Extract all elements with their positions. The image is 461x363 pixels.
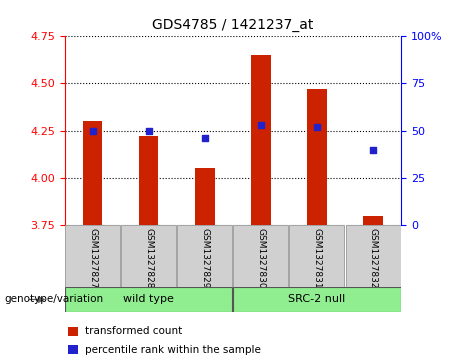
Point	[257, 122, 265, 128]
Bar	[290, 225, 344, 287]
Text: GSM1327831: GSM1327831	[313, 228, 321, 289]
Bar	[65, 225, 120, 287]
Bar	[233, 225, 288, 287]
Point	[89, 128, 96, 134]
Point	[201, 135, 208, 141]
Bar	[83, 121, 102, 225]
Text: percentile rank within the sample: percentile rank within the sample	[85, 344, 260, 355]
Bar	[68, 345, 78, 354]
Text: GSM1327830: GSM1327830	[256, 228, 266, 289]
Bar	[233, 287, 401, 312]
Text: GSM1327832: GSM1327832	[368, 228, 378, 289]
Title: GDS4785 / 1421237_at: GDS4785 / 1421237_at	[152, 19, 313, 33]
Point	[313, 124, 321, 130]
Bar	[65, 287, 232, 312]
Bar	[139, 136, 159, 225]
Bar	[346, 225, 401, 287]
Bar	[177, 225, 232, 287]
Bar	[195, 168, 214, 225]
Text: wild type: wild type	[123, 294, 174, 305]
Text: SRC-2 null: SRC-2 null	[288, 294, 346, 305]
Text: GSM1327829: GSM1327829	[200, 228, 209, 289]
Point	[145, 128, 152, 134]
Bar	[251, 55, 271, 225]
Bar	[307, 89, 327, 225]
Bar	[121, 225, 176, 287]
Text: genotype/variation: genotype/variation	[5, 294, 104, 305]
Text: transformed count: transformed count	[85, 326, 182, 337]
Bar	[68, 327, 78, 336]
Bar	[363, 216, 383, 225]
Text: GSM1327827: GSM1327827	[88, 228, 97, 289]
Text: GSM1327828: GSM1327828	[144, 228, 153, 289]
Point	[369, 147, 377, 152]
